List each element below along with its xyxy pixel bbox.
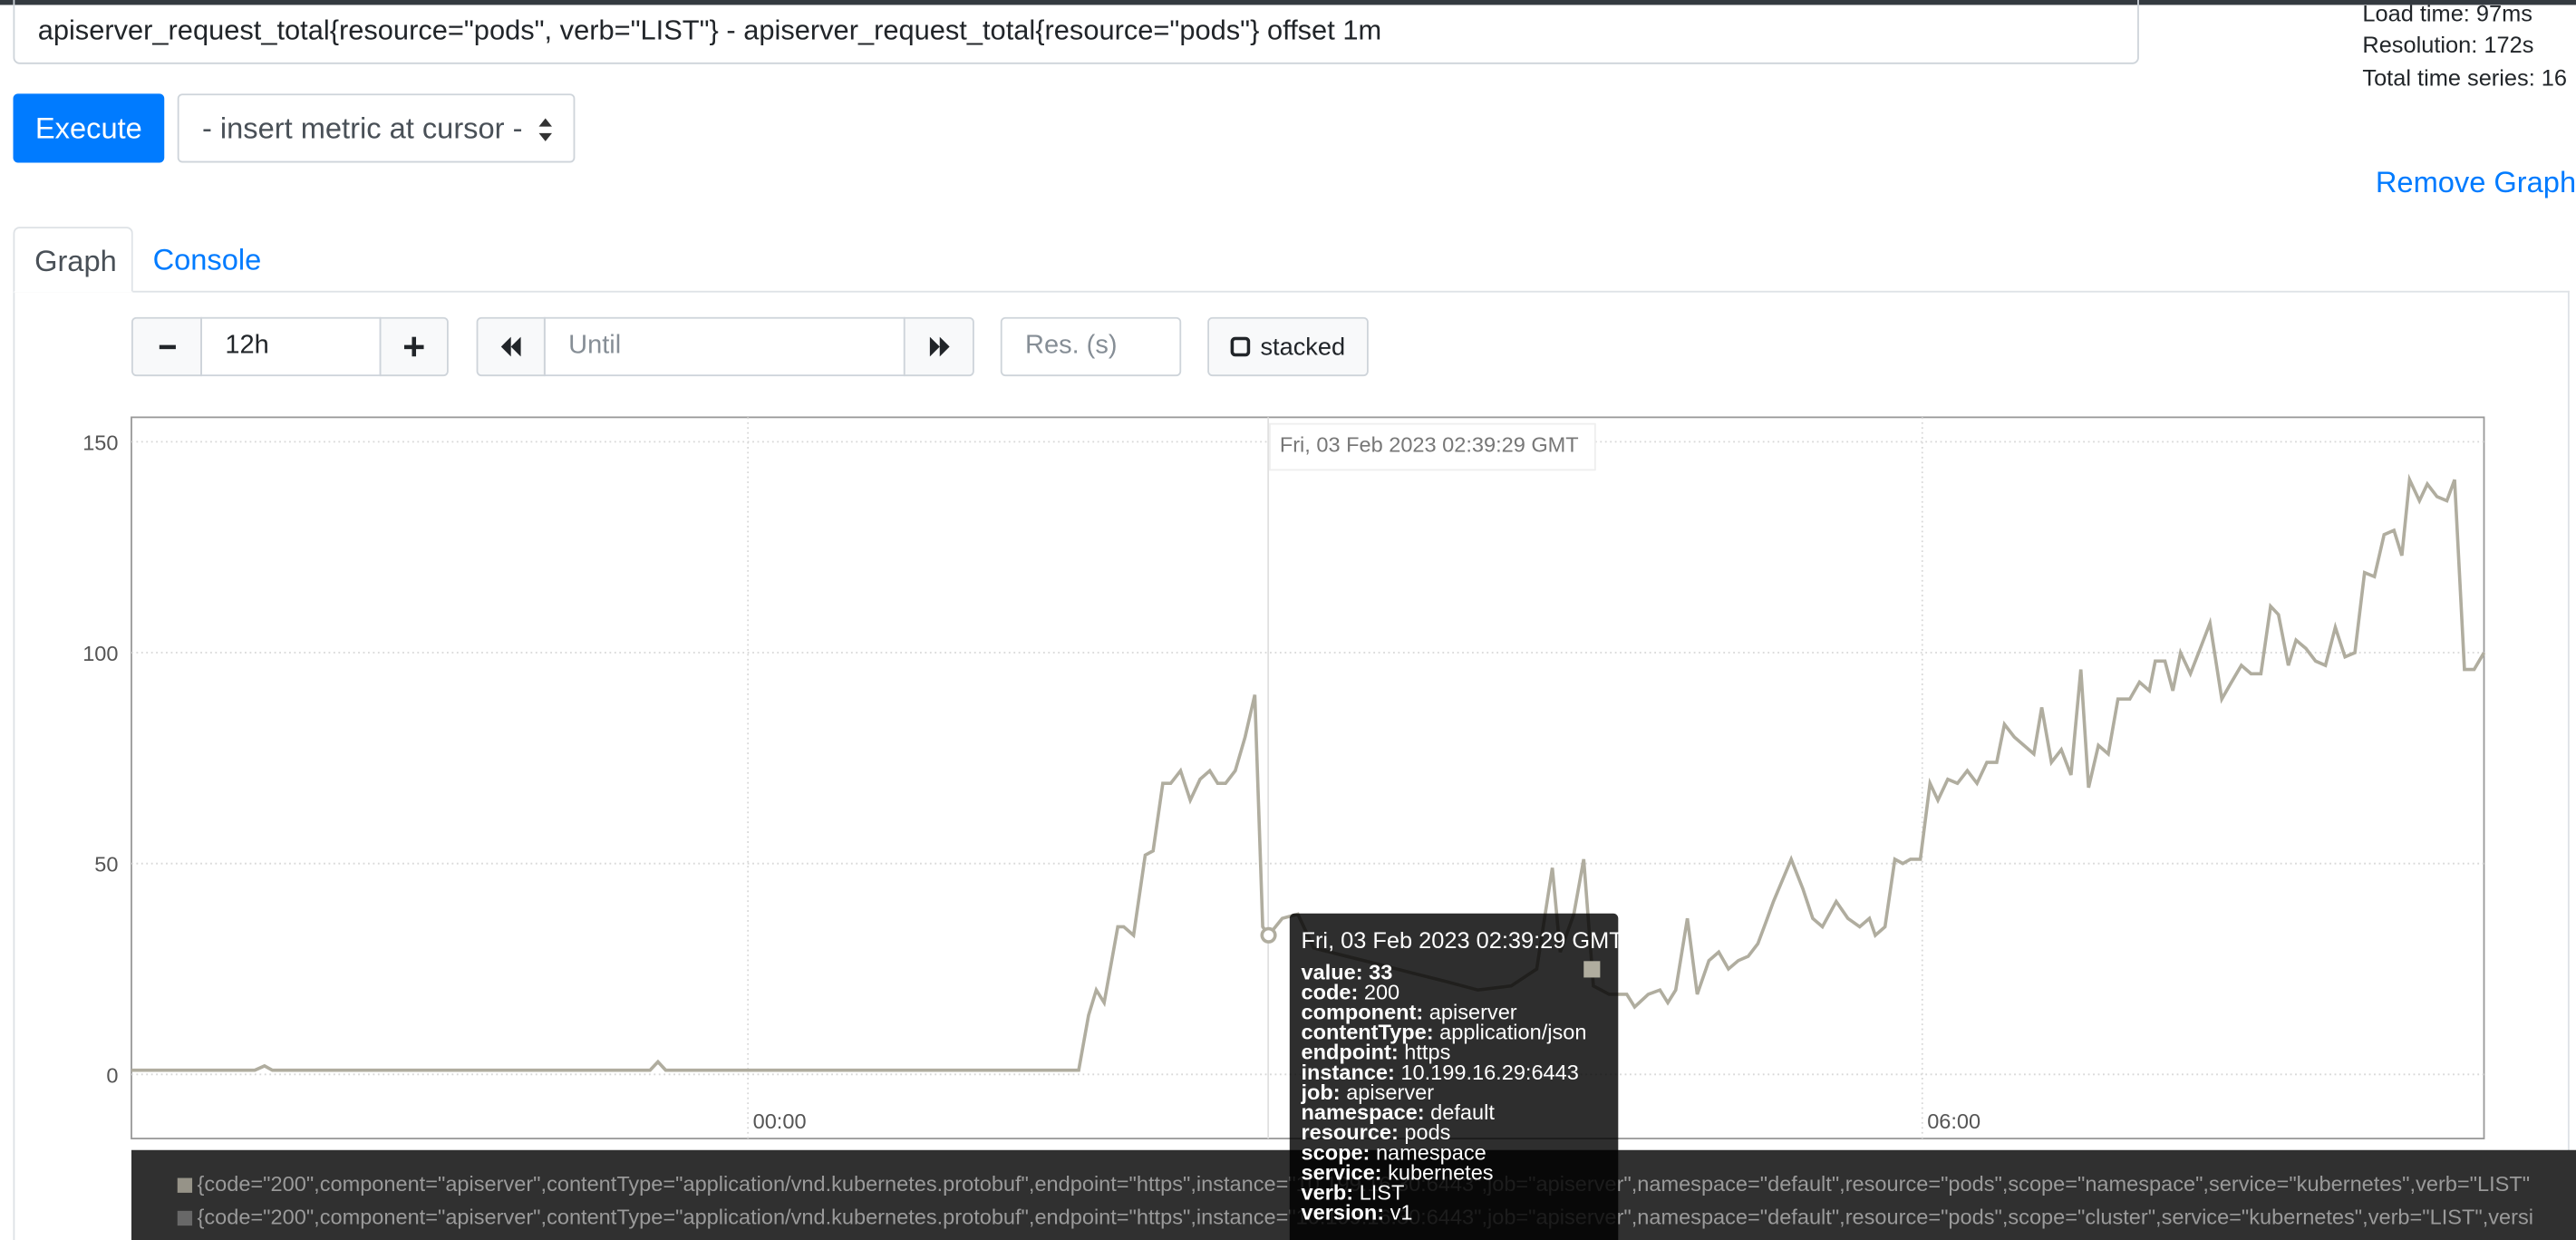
tooltip-key: instance: <box>1302 1061 1395 1084</box>
series-line <box>131 473 2486 1072</box>
back-button[interactable] <box>476 316 546 377</box>
remove-graph-link[interactable]: Remove Graph <box>2375 166 2576 199</box>
tab-pane <box>13 290 2570 1240</box>
range-plus[interactable] <box>379 316 449 377</box>
minus-icon <box>158 344 176 350</box>
tooltip-value: apiserver <box>1346 1080 1434 1104</box>
console-tab[interactable]: Console <box>152 243 262 276</box>
tooltip-key: contentType: <box>1302 1021 1434 1044</box>
tooltip-key: job: <box>1301 1080 1341 1104</box>
series-count: Total time series: 16 <box>2362 63 2568 91</box>
resolution-input[interactable]: Res. (s) <box>1000 316 1182 377</box>
tooltip-value: apiserver <box>1429 1000 1517 1023</box>
tooltip-field: version: v1 <box>1302 1201 1413 1225</box>
tooltip-field: namespace: default <box>1302 1100 1496 1124</box>
tooltip-value: v1 <box>1390 1201 1413 1225</box>
metric-select[interactable]: - insert metric at cursor - <box>177 93 576 163</box>
resolution-stat: Resolution: 172s <box>2362 31 2534 58</box>
load-time: Load time: 97ms <box>2362 0 2532 26</box>
y-tick-label: 0 <box>106 1063 118 1087</box>
tooltip-value: https <box>1404 1041 1450 1064</box>
tooltip-key: endpoint: <box>1302 1041 1399 1064</box>
tooltip-key: namespace: <box>1302 1100 1425 1124</box>
select-arrows <box>538 118 552 141</box>
rewind-icon <box>500 336 521 357</box>
plus-icon <box>403 336 424 357</box>
legend-swatch <box>177 1177 193 1193</box>
metric-select-label: - insert metric at cursor - <box>201 111 523 145</box>
tooltip-value: 33 <box>1369 960 1392 983</box>
y-tick-label: 150 <box>82 431 118 454</box>
tooltip-value: LIST <box>1360 1180 1405 1204</box>
tooltip-swatch <box>1583 961 1601 978</box>
tooltip-key: service: <box>1302 1160 1382 1184</box>
crosshair-label-box <box>1269 422 1596 471</box>
graph-tab[interactable]: Graph <box>13 227 133 293</box>
tooltip-key: verb: <box>1302 1180 1354 1204</box>
legend-swatch <box>177 1210 193 1226</box>
forward-icon <box>928 336 949 357</box>
tooltip-field: resource: pods <box>1302 1120 1451 1144</box>
tooltip-field: endpoint: https <box>1302 1041 1451 1064</box>
tooltip-key: resource: <box>1302 1120 1399 1144</box>
tooltip-field: code: 200 <box>1302 980 1400 1003</box>
tooltip-field: instance: 10.199.16.29:6443 <box>1302 1061 1579 1084</box>
query-input[interactable]: apiserver_request_total{resource="pods",… <box>13 0 2139 64</box>
tooltip-value: application/json <box>1439 1021 1586 1044</box>
tooltip-field: contentType: application/json <box>1302 1021 1587 1044</box>
tooltip-field: verb: LIST <box>1302 1180 1405 1204</box>
execute-label: Execute <box>34 111 142 144</box>
checkbox-icon <box>1230 336 1251 357</box>
tooltip-box <box>1289 913 1619 1240</box>
tooltip-value: namespace <box>1376 1140 1487 1164</box>
forward-button[interactable] <box>903 316 974 377</box>
top-bar <box>0 0 2576 5</box>
x-tick-label: 00:00 <box>753 1109 807 1133</box>
tooltip-field: scope: namespace <box>1302 1140 1487 1164</box>
x-tick-label: 06:00 <box>1927 1109 1980 1133</box>
execute-button[interactable]: Execute <box>13 93 165 163</box>
tooltip-field: job: apiserver <box>1301 1080 1435 1104</box>
tooltip-title: Fri, 03 Feb 2023 02:39:29 GMT <box>1302 928 1623 954</box>
stacked-button[interactable]: stacked <box>1207 316 1369 377</box>
hover-point <box>1260 926 1277 944</box>
tooltip-value: pods <box>1404 1120 1450 1144</box>
tooltip-key: version: <box>1302 1201 1385 1225</box>
y-tick-label: 50 <box>94 853 118 877</box>
tooltip-value: kubernetes <box>1388 1160 1494 1184</box>
tooltip-key: code: <box>1302 980 1359 1003</box>
tooltip-key: value: <box>1302 960 1363 983</box>
tooltip-value: 10.199.16.29:6443 <box>1400 1061 1578 1084</box>
stacked-label: stacked <box>1260 333 1346 361</box>
tooltip-value: default <box>1430 1100 1495 1124</box>
tooltip-key: scope: <box>1302 1140 1370 1164</box>
tooltip-field: service: kubernetes <box>1302 1160 1494 1184</box>
tooltip-field: value: 33 <box>1302 960 1393 983</box>
y-tick-label: 100 <box>82 642 118 665</box>
tooltip-key: component: <box>1302 1000 1424 1023</box>
crosshair-label: Fri, 03 Feb 2023 02:39:29 GMT <box>1280 432 1579 456</box>
tooltip-value: 200 <box>1364 980 1399 1003</box>
tooltip-field: component: apiserver <box>1302 1000 1517 1023</box>
